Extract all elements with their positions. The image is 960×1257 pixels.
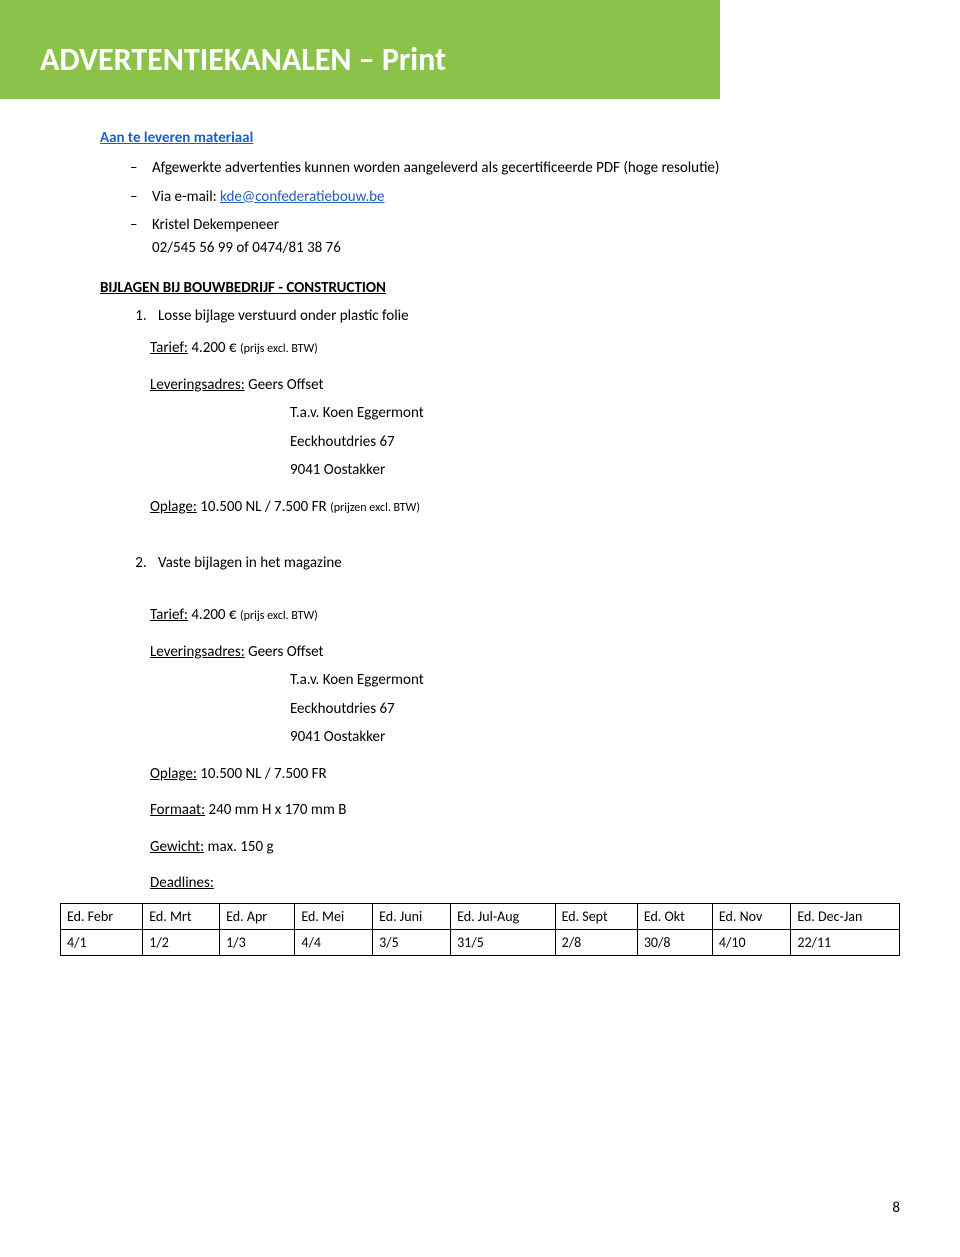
bijlage-section-1: Losse bijlage verstuurd onder plastic fo… bbox=[150, 307, 860, 325]
addr2: 9041 Oostakker bbox=[290, 726, 860, 749]
formaat-value: 240 mm H x 170 mm B bbox=[208, 801, 346, 819]
gewicht-value: max. 150 g bbox=[208, 838, 274, 856]
bijlage-section-2: Vaste bijlagen in het magazine bbox=[150, 554, 860, 572]
list-item: Via e-mail: kde@confederatiebouw.be bbox=[130, 186, 860, 209]
page-content: Aan te leveren materiaal Afgewerkte adve… bbox=[0, 129, 960, 895]
bijlage-item: Losse bijlage verstuurd onder plastic fo… bbox=[150, 307, 860, 325]
th: Ed. Sept bbox=[555, 903, 637, 929]
section-1-body: Tarief: 4.200 € (prijs excl. BTW) Leveri… bbox=[150, 337, 860, 518]
addr2: 9041 Oostakker bbox=[290, 459, 860, 482]
bijlage-item: Vaste bijlagen in het magazine bbox=[150, 554, 860, 572]
oplage-note: (prijzen excl. BTW) bbox=[330, 501, 420, 515]
bijlagen-heading: BIJLAGEN BIJ BOUWBEDRIJF - CONSTRUCTION bbox=[100, 279, 860, 297]
th: Ed. Mrt bbox=[143, 903, 220, 929]
tarief-value: 4.200 € bbox=[191, 339, 236, 357]
formaat-label: Formaat: bbox=[150, 801, 205, 819]
addr1: Eeckhoutdries 67 bbox=[290, 698, 860, 721]
th: Ed. Jul-Aug bbox=[451, 903, 555, 929]
banner: ADVERTENTIEKANALEN – Print bbox=[0, 0, 720, 99]
tarief-note: (prijs excl. BTW) bbox=[240, 609, 318, 623]
banner-title: ADVERTENTIEKANALEN – Print bbox=[40, 40, 446, 79]
email-link[interactable]: kde@confederatiebouw.be bbox=[220, 188, 384, 206]
oplage-value: 10.500 NL / 7.500 FR bbox=[200, 765, 326, 783]
td: 1/3 bbox=[220, 929, 295, 955]
oplage-label: Oplage: bbox=[150, 765, 197, 783]
lever-label: Leveringsadres: bbox=[150, 376, 245, 394]
td: 4/10 bbox=[712, 929, 790, 955]
deadlines-label: Deadlines: bbox=[150, 874, 214, 892]
gewicht-label: Gewicht: bbox=[150, 838, 204, 856]
td: 4/1 bbox=[61, 929, 143, 955]
deadlines-table: Ed. Febr Ed. Mrt Ed. Apr Ed. Mei Ed. Jun… bbox=[60, 903, 900, 956]
td: 31/5 bbox=[451, 929, 555, 955]
oplage-value: 10.500 NL / 7.500 FR bbox=[200, 498, 326, 516]
addr1: Eeckhoutdries 67 bbox=[290, 431, 860, 454]
lever-name: Geers Offset bbox=[248, 643, 323, 661]
contact-phone: 02/545 56 99 of 0474/81 38 76 bbox=[152, 239, 341, 257]
contact-name: Kristel Dekempeneer bbox=[152, 216, 279, 234]
list-item: Afgewerkte advertenties kunnen worden aa… bbox=[130, 157, 860, 180]
tarief-value: 4.200 € bbox=[191, 606, 236, 624]
tarief-label: Tarief: bbox=[150, 606, 188, 624]
lever-label: Leveringsadres: bbox=[150, 643, 245, 661]
oplage-label: Oplage: bbox=[150, 498, 197, 516]
th: Ed. Juni bbox=[373, 903, 451, 929]
td: 30/8 bbox=[637, 929, 712, 955]
table-row: 4/1 1/2 1/3 4/4 3/5 31/5 2/8 30/8 4/10 2… bbox=[61, 929, 900, 955]
td: 4/4 bbox=[295, 929, 373, 955]
th: Ed. Mei bbox=[295, 903, 373, 929]
lever-name: Geers Offset bbox=[248, 376, 323, 394]
th: Ed. Okt bbox=[637, 903, 712, 929]
tav: T.a.v. Koen Eggermont bbox=[290, 669, 860, 692]
th: Ed. Dec-Jan bbox=[791, 903, 900, 929]
td: 3/5 bbox=[373, 929, 451, 955]
list-item: Kristel Dekempeneer 02/545 56 99 of 0474… bbox=[130, 214, 860, 259]
email-prefix: Via e-mail: bbox=[152, 188, 220, 206]
td: 2/8 bbox=[555, 929, 637, 955]
tarief-note: (prijs excl. BTW) bbox=[240, 342, 318, 356]
td: 1/2 bbox=[143, 929, 220, 955]
table-header-row: Ed. Febr Ed. Mrt Ed. Apr Ed. Mei Ed. Jun… bbox=[61, 903, 900, 929]
materiaal-heading: Aan te leveren materiaal bbox=[100, 129, 860, 147]
materiaal-list: Afgewerkte advertenties kunnen worden aa… bbox=[130, 157, 860, 259]
section-2-body: Tarief: 4.200 € (prijs excl. BTW) Leveri… bbox=[150, 604, 860, 895]
th: Ed. Nov bbox=[712, 903, 790, 929]
th: Ed. Febr bbox=[61, 903, 143, 929]
tarief-label: Tarief: bbox=[150, 339, 188, 357]
td: 22/11 bbox=[791, 929, 900, 955]
th: Ed. Apr bbox=[220, 903, 295, 929]
tav: T.a.v. Koen Eggermont bbox=[290, 402, 860, 425]
page-number: 8 bbox=[892, 1199, 900, 1217]
